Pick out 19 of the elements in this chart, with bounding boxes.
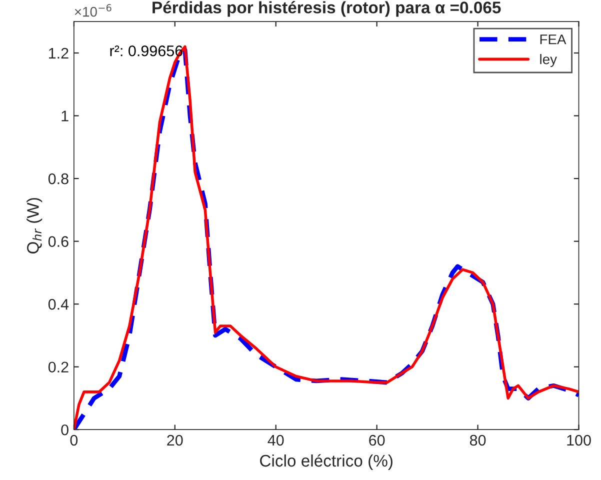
legend-label: FEA <box>540 34 566 44</box>
x-tick-label: 100 <box>567 434 591 446</box>
y-tick-label: 0.6 <box>48 236 68 247</box>
y-tick-label: 0.8 <box>48 173 68 184</box>
x-tick-label: 20 <box>167 434 183 446</box>
y-tick-label: 0.2 <box>48 362 68 373</box>
x-tick-label: 60 <box>369 434 385 446</box>
y-axis-title: Q$_{hr}$ (W) <box>26 198 42 254</box>
x-tick-label: 80 <box>470 434 486 446</box>
legend-label: ley <box>540 54 557 67</box>
y-tick-label: 0 <box>61 424 68 436</box>
x-tick-label: 40 <box>268 434 284 446</box>
text: ×10$^{−6}$ <box>74 4 112 17</box>
y-tick-label: 0.4 <box>48 298 69 310</box>
x-tick-label: 0 <box>70 434 78 446</box>
y-tick-label: 1 <box>62 110 68 122</box>
chart-title: Pérdidas por histéresis (rotor) para α =0.065 <box>152 1 501 17</box>
x-axis-title: Ciclo eléctrico (%) <box>260 454 392 470</box>
y-tick-label: 1.2 <box>48 48 68 59</box>
